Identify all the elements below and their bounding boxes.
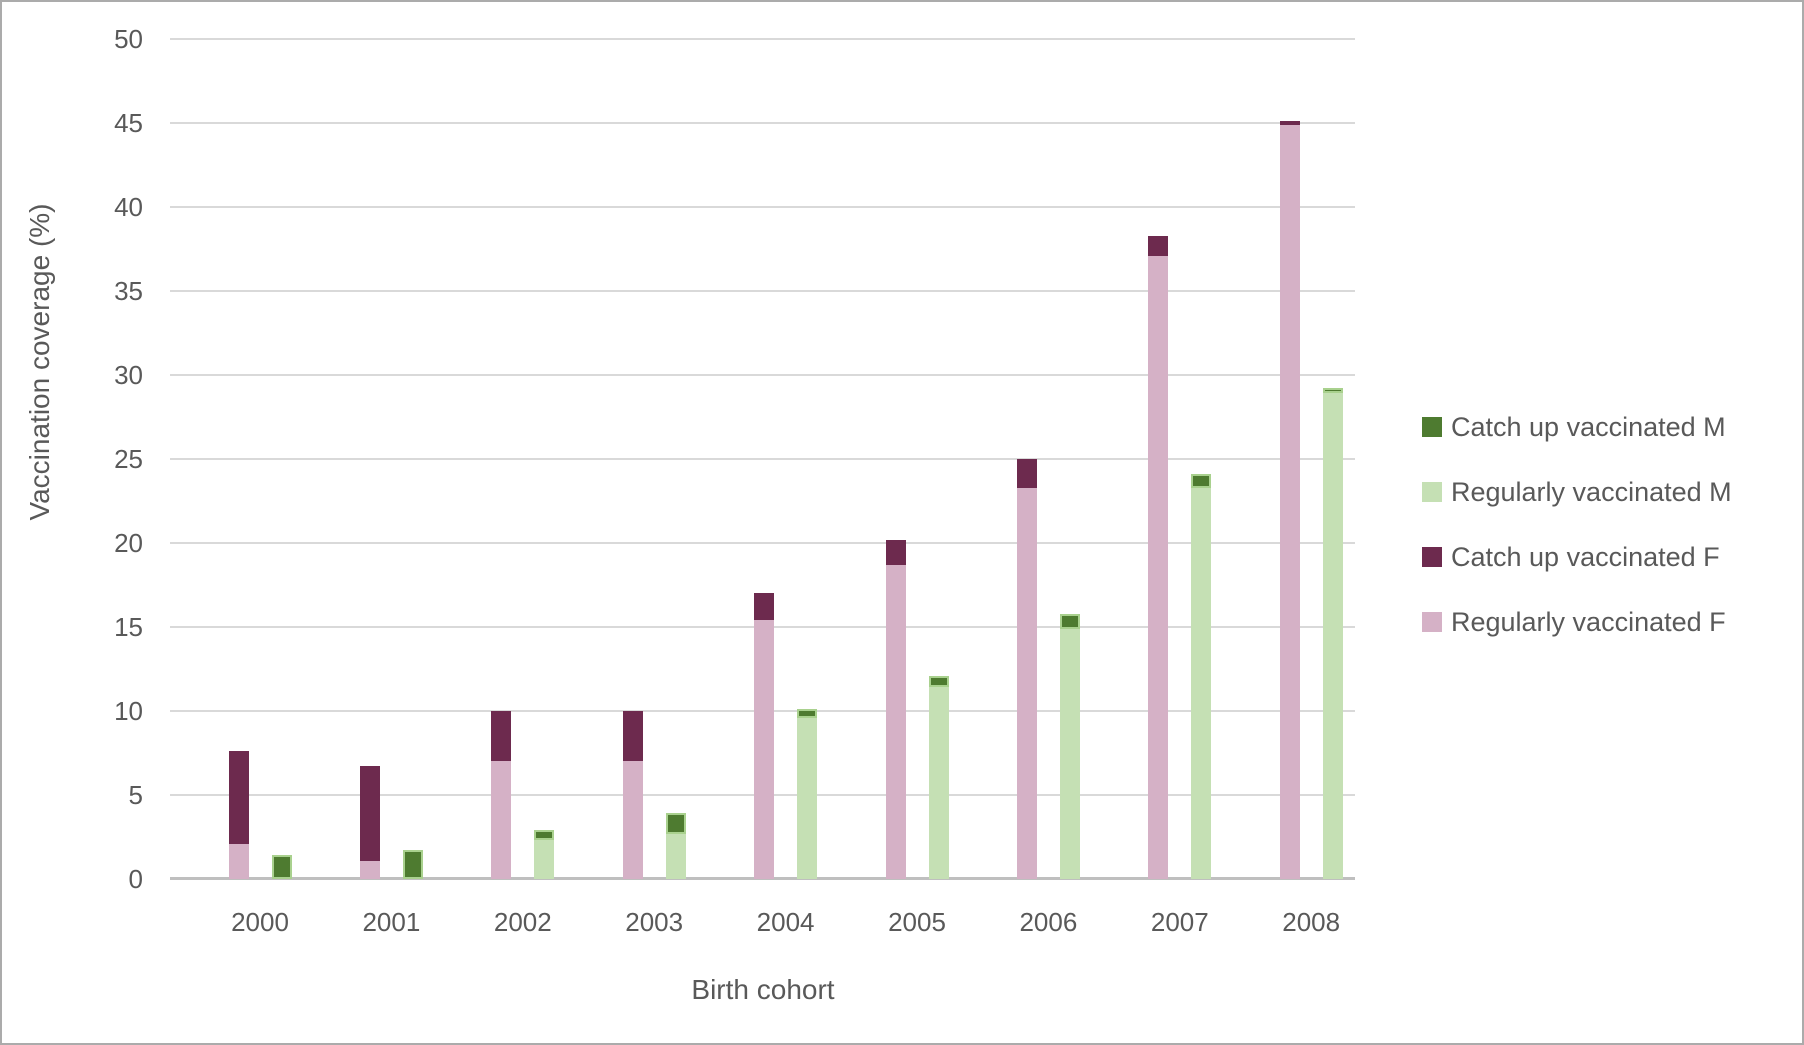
bar-segment-regularly-vaccinated-m xyxy=(1322,393,1343,879)
bar-segment-catch-up-vaccinated-m xyxy=(1191,474,1212,488)
bar-segment-catch-up-vaccinated-f xyxy=(359,766,380,861)
bar-segment-catch-up-vaccinated-m xyxy=(797,709,818,718)
plot-area xyxy=(170,38,1355,880)
y-tick-label: 50 xyxy=(114,24,143,54)
legend: Catch up vaccinated M Regularly vaccinate… xyxy=(1422,411,1732,674)
gridline xyxy=(170,458,1355,460)
bar-segment-catch-up-vaccinated-m xyxy=(1322,388,1343,394)
bar-segment-regularly-vaccinated-f xyxy=(228,843,249,879)
bar-segment-regularly-vaccinated-m xyxy=(534,840,555,879)
gridline xyxy=(170,374,1355,376)
y-tick-label: 5 xyxy=(128,780,143,810)
bar-segment-catch-up-vaccinated-m xyxy=(271,855,292,879)
x-category-label: 2005 xyxy=(888,907,946,937)
bar-segment-catch-up-vaccinated-m xyxy=(1059,613,1080,629)
bar-segment-catch-up-vaccinated-m xyxy=(928,675,949,688)
bar-segment-catch-up-vaccinated-f xyxy=(1279,121,1300,125)
legend-item: Regularly vaccinated F xyxy=(1422,606,1732,637)
bar-segment-regularly-vaccinated-m xyxy=(1059,628,1080,879)
legend-swatch xyxy=(1422,417,1442,437)
bar-segment-regularly-vaccinated-m xyxy=(665,833,686,879)
bar-segment-catch-up-vaccinated-m xyxy=(534,830,555,841)
x-category-label: 2001 xyxy=(362,907,421,937)
y-tick-label: 20 xyxy=(114,528,143,558)
y-tick-label: 25 xyxy=(114,444,143,474)
y-tick-label: 0 xyxy=(128,864,143,894)
bar-segment-catch-up-vaccinated-f xyxy=(1016,459,1037,488)
bar-segment-catch-up-vaccinated-f xyxy=(1148,235,1169,256)
bar-segment-catch-up-vaccinated-f xyxy=(491,711,512,762)
bar-segment-regularly-vaccinated-f xyxy=(1016,487,1037,879)
bar-segment-catch-up-vaccinated-f xyxy=(622,711,643,762)
legend-item: Catch up vaccinated M xyxy=(1422,411,1732,442)
y-tick-label: 15 xyxy=(114,612,143,642)
y-tick-label: 45 xyxy=(114,108,143,138)
gridline xyxy=(170,542,1355,544)
bar-segment-regularly-vaccinated-m xyxy=(797,717,818,879)
y-tick-label: 10 xyxy=(114,696,143,726)
legend-swatch xyxy=(1422,612,1442,632)
bar-segment-catch-up-vaccinated-f xyxy=(885,539,906,565)
legend-item: Regularly vaccinated M xyxy=(1422,476,1732,507)
bar-segment-regularly-vaccinated-f xyxy=(359,860,380,879)
legend-label: Regularly vaccinated F xyxy=(1451,606,1726,637)
x-axis-title: Birth cohort xyxy=(691,974,835,1005)
y-tick-label: 30 xyxy=(114,360,143,390)
bar-segment-regularly-vaccinated-m xyxy=(928,687,949,879)
x-category-label: 2002 xyxy=(493,907,552,937)
bar-segment-regularly-vaccinated-m xyxy=(1191,487,1212,879)
bar-segment-regularly-vaccinated-f xyxy=(754,620,775,879)
legend-label: Regularly vaccinated M xyxy=(1451,476,1732,507)
bar-segment-catch-up-vaccinated-m xyxy=(665,813,686,834)
x-category-label: 2008 xyxy=(1282,907,1341,937)
gridline xyxy=(170,122,1355,124)
bar-segment-catch-up-vaccinated-f xyxy=(754,593,775,621)
gridline xyxy=(170,38,1355,40)
legend-label: Catch up vaccinated M xyxy=(1451,411,1726,442)
bar-segment-catch-up-vaccinated-f xyxy=(228,751,249,844)
y-tick-label: 40 xyxy=(114,192,143,222)
x-category-label: 2003 xyxy=(625,907,684,937)
legend-item: Catch up vaccinated F xyxy=(1422,541,1732,572)
gridline xyxy=(170,206,1355,208)
y-tick-label: 35 xyxy=(114,276,143,306)
bar-segment-regularly-vaccinated-f xyxy=(1279,124,1300,879)
legend-swatch xyxy=(1422,547,1442,567)
y-axis-title: Vaccination coverage (%) xyxy=(24,203,55,521)
x-category-label: 2000 xyxy=(231,907,289,937)
bar-segment-regularly-vaccinated-f xyxy=(1148,255,1169,879)
x-category-label: 2007 xyxy=(1150,907,1209,937)
bar-segment-regularly-vaccinated-f xyxy=(885,564,906,879)
legend-swatch xyxy=(1422,482,1442,502)
x-category-label: 2006 xyxy=(1019,907,1078,937)
bar-segment-regularly-vaccinated-f xyxy=(622,761,643,879)
bar-segment-catch-up-vaccinated-m xyxy=(402,850,423,879)
legend-label: Catch up vaccinated F xyxy=(1451,541,1720,572)
bar-segment-regularly-vaccinated-f xyxy=(491,761,512,879)
gridline xyxy=(170,290,1355,292)
x-category-label: 2004 xyxy=(756,907,815,937)
